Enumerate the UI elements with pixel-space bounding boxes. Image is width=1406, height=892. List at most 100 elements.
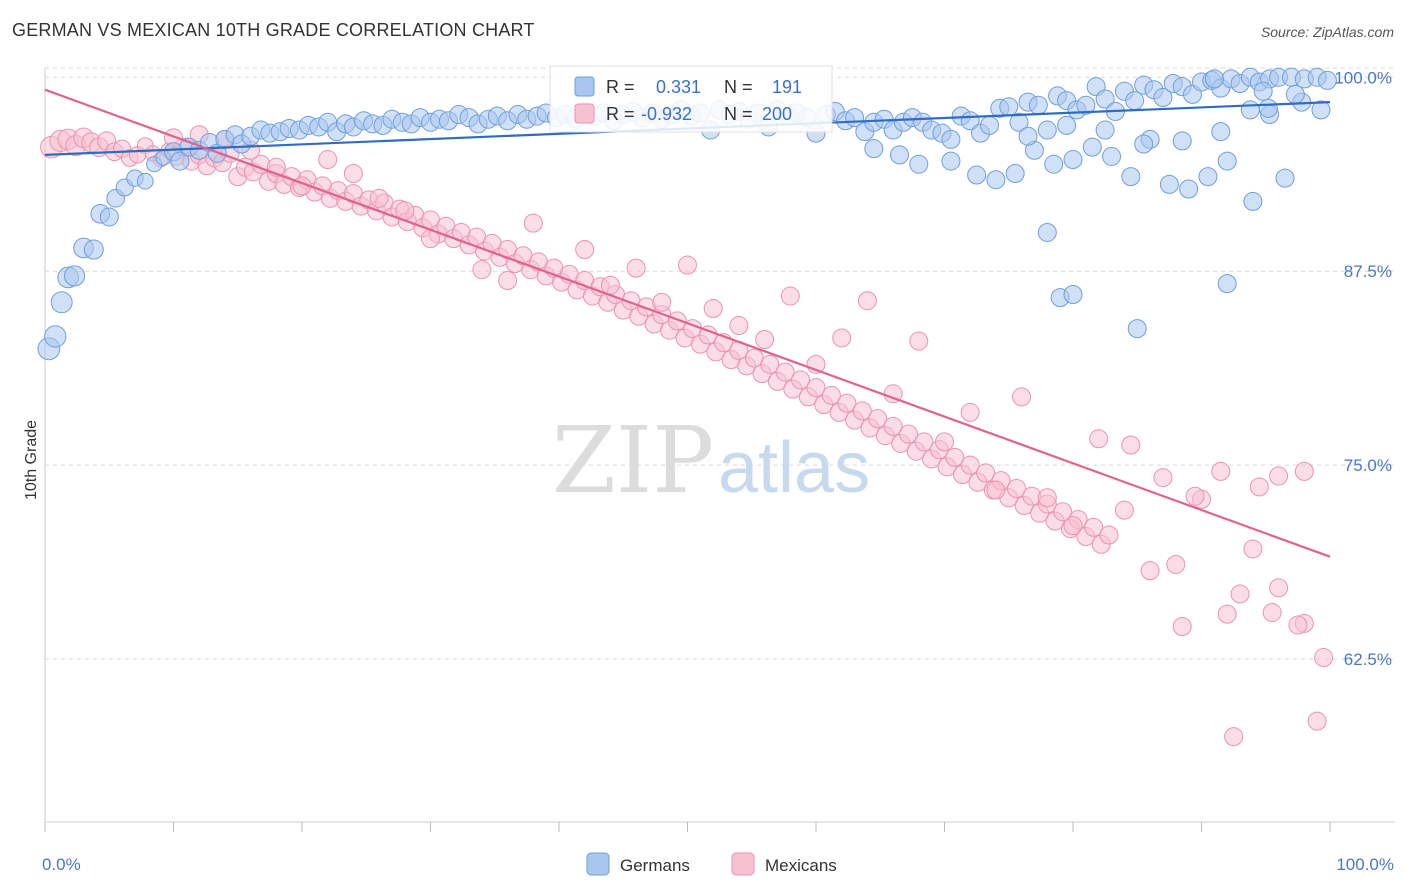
- mexicans-point: [318, 150, 338, 170]
- mexicans-point: [1224, 727, 1244, 747]
- mexicans-point: [832, 328, 852, 348]
- germans-point: [864, 139, 884, 159]
- mexicans-point: [775, 362, 795, 382]
- mexicans-point: [652, 292, 672, 312]
- mexicans-point: [1185, 486, 1205, 506]
- mexicans-point: [1063, 516, 1083, 536]
- germans-point: [999, 97, 1019, 117]
- germans-r-value: 0.331: [656, 77, 701, 97]
- mexicans-point: [1217, 604, 1237, 624]
- watermark-zip: ZIP: [552, 407, 714, 514]
- germans-point: [1198, 167, 1218, 187]
- germans-point: [1095, 89, 1115, 109]
- mexicans-point: [960, 455, 980, 475]
- germans-point: [1121, 167, 1141, 187]
- y-tick-label: 100.0%: [1334, 68, 1392, 87]
- mexicans-points: [40, 125, 1334, 747]
- mexicans-point: [1012, 387, 1032, 407]
- mexicans-swatch: [574, 103, 595, 124]
- source-credit: Source: ZipAtlas.com: [1260, 24, 1394, 40]
- mexicans-point: [780, 286, 800, 306]
- mexicans-point: [1099, 525, 1119, 545]
- mexicans-point: [899, 424, 919, 444]
- mexicans-r-label: R =: [606, 104, 635, 124]
- germans-swatch: [574, 76, 595, 97]
- germans-point: [1204, 69, 1224, 89]
- x-tick-labels: 0.0% 100.0%: [42, 855, 1394, 874]
- mexicans-point: [1140, 561, 1160, 581]
- germans-point: [1028, 95, 1048, 115]
- watermark-atlas: atlas: [718, 428, 870, 508]
- germans-point: [1311, 100, 1331, 120]
- y-tick-label: 62.5%: [1344, 650, 1392, 669]
- mexicans-point: [1211, 461, 1231, 481]
- germans-point: [170, 151, 190, 171]
- mexicans-n-label: N =: [724, 104, 753, 124]
- germans-point: [1172, 131, 1192, 151]
- y-axis-label: 10th Grade: [23, 420, 40, 500]
- mexicans-point: [1006, 478, 1026, 498]
- germans-point: [1044, 154, 1064, 174]
- germans-point: [979, 115, 999, 135]
- mexicans-point: [986, 480, 1006, 500]
- germans-point: [941, 129, 961, 149]
- mexicans-point: [369, 188, 389, 208]
- mexicans-point: [1243, 539, 1263, 559]
- germans-point: [1153, 87, 1173, 107]
- stats-legend-box: R = 0.331 N = 191 R = -0.932 N = 200: [549, 65, 833, 133]
- germans-point: [1127, 319, 1147, 339]
- x-tick-label: 0.0%: [42, 855, 81, 874]
- germans-point: [1217, 151, 1237, 171]
- bottom-legend: Germans Mexicans: [586, 852, 837, 876]
- mexicans-point: [1121, 435, 1141, 455]
- mexicans-point: [1172, 617, 1192, 637]
- x-tick-label: 100.0%: [1336, 855, 1394, 874]
- mexicans-point: [1294, 461, 1314, 481]
- germans-n-value: 191: [772, 77, 802, 97]
- germans-point: [1285, 84, 1305, 104]
- mexicans-point: [498, 271, 518, 291]
- germans-point: [1179, 179, 1199, 199]
- germans-point: [1082, 137, 1102, 157]
- mexicans-point: [755, 330, 775, 350]
- mexicans-point: [857, 291, 877, 311]
- mexicans-point: [678, 255, 697, 275]
- y-tick-label: 87.5%: [1344, 262, 1392, 281]
- mexicans-trend-line: [44, 88, 1331, 558]
- mexicans-point: [575, 240, 595, 260]
- mexicans-point: [821, 385, 841, 405]
- mexicans-point: [1037, 488, 1057, 508]
- axes: [44, 68, 1395, 832]
- germans-point: [1159, 174, 1179, 194]
- mexicans-point: [909, 331, 929, 351]
- mexicans-point: [945, 447, 965, 467]
- mexicans-point: [1314, 648, 1334, 668]
- germans-point: [1057, 115, 1077, 135]
- legend-germans-label: Germans: [620, 856, 690, 875]
- germans-point: [1063, 285, 1083, 305]
- germans-point: [1095, 120, 1115, 140]
- germans-point: [99, 207, 119, 227]
- mexicans-point: [472, 260, 492, 280]
- germans-point: [909, 154, 929, 174]
- legend-germans-swatch: [586, 852, 610, 876]
- germans-point: [44, 325, 67, 348]
- germans-point: [941, 151, 961, 171]
- germans-point: [1005, 163, 1025, 183]
- mexicans-r-value: -0.932: [641, 104, 692, 124]
- mexicans-point: [883, 416, 903, 436]
- mexicans-point: [729, 316, 749, 336]
- germans-point: [967, 165, 987, 185]
- mexicans-point: [1288, 615, 1308, 635]
- chart-title: GERMAN VS MEXICAN 10TH GRADE CORRELATION…: [12, 20, 535, 40]
- y-tick-labels: 100.0% 87.5% 75.0% 62.5%: [1334, 68, 1392, 669]
- mexicans-point: [760, 354, 780, 374]
- mexicans-point: [667, 311, 687, 331]
- mexicans-point: [852, 401, 872, 421]
- mexicans-point: [703, 298, 723, 318]
- mexicans-point: [960, 402, 980, 422]
- y-tick-label: 75.0%: [1344, 456, 1392, 475]
- mexicans-point: [806, 378, 826, 398]
- germans-point: [986, 170, 1006, 190]
